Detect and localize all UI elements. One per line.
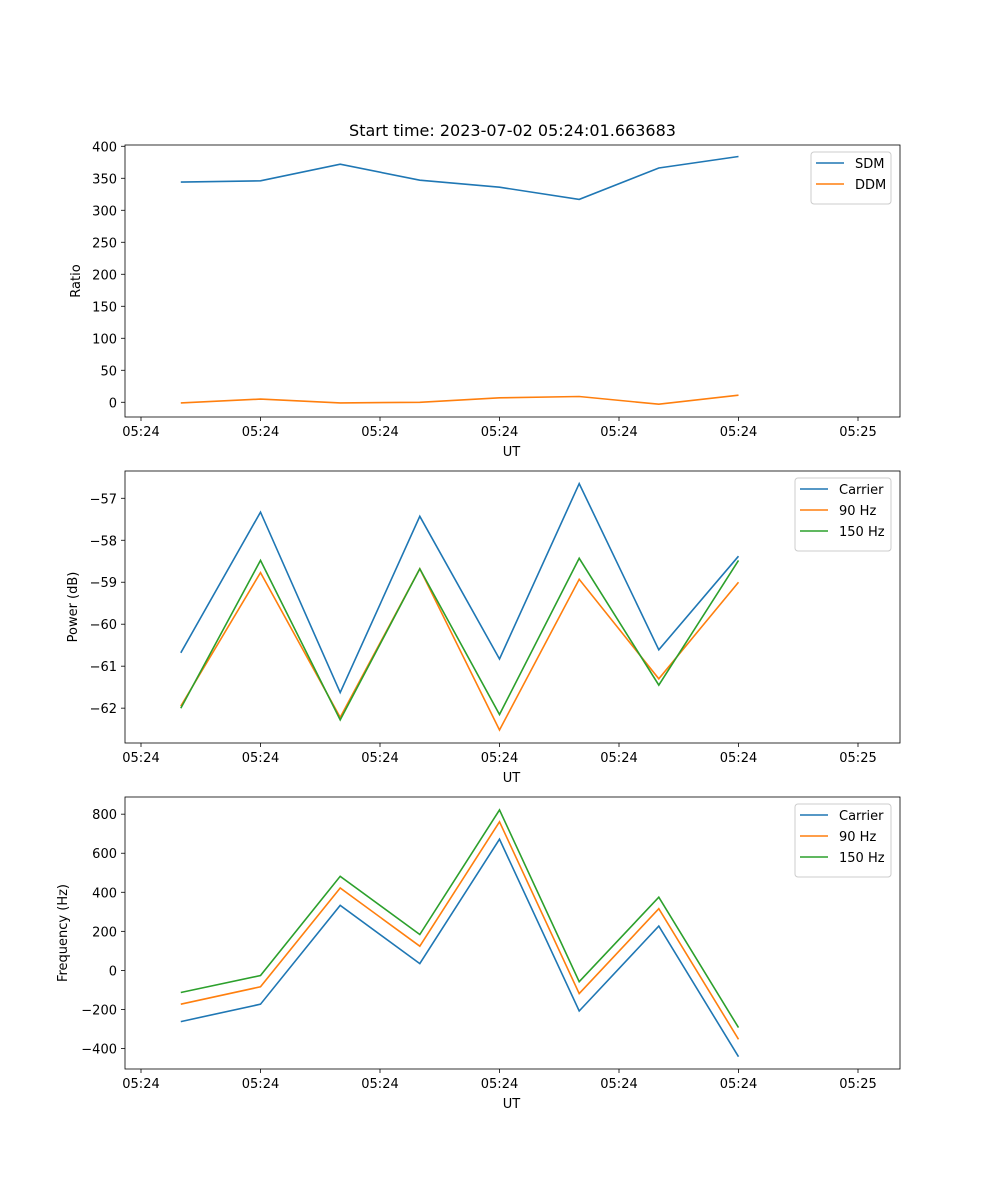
series-line-150-hz — [180, 808, 740, 1029]
x-tick-label: 05:25 — [839, 1077, 876, 1092]
y-tick-label: 100 — [92, 332, 117, 347]
subplot-1: 05:24 05:24 05:24 05:24 05:24 05:24 05:25 0 50 10… — [69, 140, 901, 460]
x-tick-label: 05:24 — [361, 751, 398, 766]
x-tick-label: 05:24 — [600, 425, 637, 440]
y-tick-label: 150 — [92, 300, 117, 315]
x-tick-label: 05:24 — [600, 751, 637, 766]
legend-label: 150 Hz — [839, 851, 885, 866]
x-axis-label: UT — [503, 1097, 521, 1112]
x-tick-label: 05:24 — [481, 751, 518, 766]
y-tick-label: −59 — [90, 576, 117, 591]
legend-label: DDM — [855, 178, 886, 193]
y-tick-label: −61 — [90, 660, 117, 675]
y-tick-label: 350 — [92, 172, 117, 187]
axes-frame — [124, 144, 901, 418]
y-tick-label: 800 — [92, 808, 117, 823]
series-line-sdm — [180, 155, 739, 201]
x-tick-label: 05:24 — [720, 751, 757, 766]
x-tick-label: 05:24 — [242, 751, 279, 766]
series-line-150-hz — [180, 556, 740, 722]
y-tick-label: 200 — [92, 268, 117, 283]
series-line-90-hz — [180, 567, 740, 732]
legend-box — [810, 151, 892, 205]
legend: Carrier 90 Hz 150 Hz — [794, 477, 892, 552]
y-axis-label: Ratio — [69, 264, 84, 297]
y-axis-label: Frequency (Hz) — [56, 884, 71, 982]
y-tick-label: 200 — [92, 925, 117, 940]
y-tick-label: 50 — [100, 364, 117, 379]
x-tick-label: 05:25 — [839, 751, 876, 766]
legend: SDM DDM — [810, 151, 892, 205]
x-tick-label: 05:24 — [242, 425, 279, 440]
y-tick-label: −62 — [90, 702, 117, 717]
legend-box — [794, 477, 892, 552]
y-tick-label: 250 — [92, 236, 117, 251]
y-tick-label: −57 — [90, 492, 117, 507]
x-axis-label: UT — [503, 771, 521, 786]
x-tick-label: 05:24 — [720, 1077, 757, 1092]
legend-label: Carrier — [839, 809, 884, 824]
y-tick-label: −60 — [90, 618, 117, 633]
y-tick-label: −400 — [81, 1042, 117, 1057]
series-line-ddm — [180, 394, 739, 406]
x-tick-label: 05:24 — [122, 1077, 159, 1092]
x-tick-label: 05:24 — [361, 425, 398, 440]
x-axis-label: UT — [503, 445, 521, 460]
legend: Carrier 90 Hz 150 Hz — [794, 803, 892, 878]
x-tick-label: 05:24 — [720, 425, 757, 440]
legend-label: 90 Hz — [839, 830, 876, 845]
x-tick-label: 05:24 — [600, 1077, 637, 1092]
series-line-carrier — [180, 837, 740, 1058]
x-tick-label: 05:24 — [122, 425, 159, 440]
x-tick-label: 05:24 — [361, 1077, 398, 1092]
y-tick-label: 300 — [92, 204, 117, 219]
series-line-carrier — [180, 481, 740, 695]
x-tick-label: 05:24 — [242, 1077, 279, 1092]
chart-title: Start time: 2023-07-02 05:24:01.663683 — [349, 121, 676, 140]
x-tick-label: 05:24 — [481, 425, 518, 440]
y-tick-label: 600 — [92, 847, 117, 862]
panels: 05:24 05:24 05:24 05:24 05:24 05:24 05:25 0 50 10… — [56, 140, 901, 1112]
subplot-3: 05:24 05:24 05:24 05:24 05:24 05:24 05:25 −400 −… — [56, 796, 901, 1112]
x-tick-label: 05:24 — [122, 751, 159, 766]
legend-label: 90 Hz — [839, 504, 876, 519]
legend-label: Carrier — [839, 483, 884, 498]
x-tick-label: 05:25 — [839, 425, 876, 440]
legend-label: SDM — [855, 157, 884, 172]
y-tick-label: 0 — [109, 964, 117, 979]
y-tick-label: −58 — [90, 534, 117, 549]
legend-label: 150 Hz — [839, 525, 885, 540]
y-tick-label: 0 — [109, 396, 117, 411]
y-axis-label: Power (dB) — [66, 572, 81, 643]
axes-frame — [124, 796, 901, 1070]
y-tick-label: 400 — [92, 886, 117, 901]
y-tick-label: 400 — [92, 140, 117, 155]
y-tick-label: −200 — [81, 1003, 117, 1018]
axes-frame — [124, 470, 901, 744]
x-tick-label: 05:24 — [481, 1077, 518, 1092]
legend-box — [794, 803, 892, 878]
series-line-90-hz — [180, 820, 740, 1040]
subplot-2: 05:24 05:24 05:24 05:24 05:24 05:24 05:25 −62 −6… — [66, 470, 901, 786]
